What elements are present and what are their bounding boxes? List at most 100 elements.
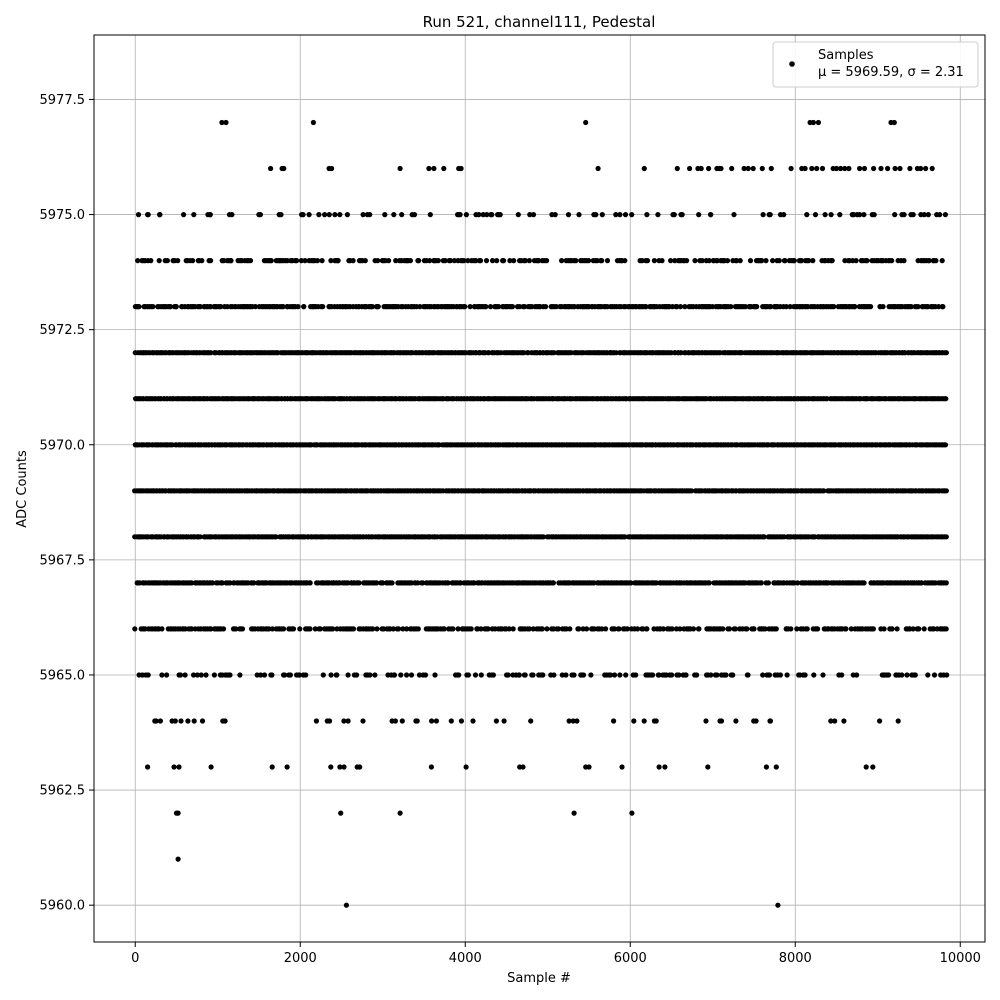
scatter-point [177,672,184,678]
scatter-point [515,212,521,218]
legend: Samples μ = 5969.59, σ = 2.31 [772,41,979,88]
scatter-point [662,764,668,770]
scatter-point [677,626,683,632]
scatter-point [329,165,335,172]
scatter-point [586,258,592,264]
scatter-point [528,718,534,724]
scatter-point [328,258,334,264]
scatter-point [720,626,726,632]
scatter-point [320,672,326,678]
scatter-point [135,258,141,264]
scatter-point [159,672,165,678]
scatter-point [372,672,378,678]
scatter-point [802,672,808,678]
scatter-point [457,212,463,218]
scatter-point [386,258,392,264]
scatter-point [461,258,467,264]
scatter-point [714,672,720,678]
scatter-point [861,212,867,218]
scatter-point [921,626,927,632]
scatter-point [223,119,229,126]
scatter-point [208,258,214,264]
scatter-point [899,672,905,678]
scatter-point [857,165,863,172]
scatter-point [136,304,142,310]
scatter-point [611,718,617,724]
scatter-point [356,580,362,586]
scatter-point [768,304,774,310]
scatter-point [613,212,619,218]
scatter-point [374,580,380,586]
scatter-point [871,212,877,218]
y-tick-label: 5960.0 [40,899,86,914]
scatter-point [892,212,898,218]
scatter-point [768,165,774,172]
scatter-point [611,626,618,632]
scatter-point [820,672,826,678]
scatter-point [783,304,789,310]
scatter-point [369,304,375,310]
scatter-point [760,212,766,218]
scatter-point [868,304,874,310]
scatter-point [684,258,690,264]
scatter-point [877,718,883,724]
x-tick-label: 2000 [284,951,317,966]
scatter-point [426,165,432,172]
scatter-point [916,626,922,632]
scatter-point [732,626,739,632]
scatter-point [656,764,662,770]
scatter-point [892,165,898,172]
scatter-point [145,212,151,218]
scatter-point [432,672,438,678]
scatter-point [297,626,303,632]
scatter-point [313,718,319,724]
scatter-point [724,258,731,264]
scatter-point [543,304,549,310]
scatter-point [751,626,757,632]
scatter-point [258,672,264,678]
scatter-point [303,672,309,678]
scatter-point [343,902,349,908]
scatter-point [937,212,943,218]
scatter-point [798,258,805,264]
scatter-point [559,672,565,678]
scatter-point [745,672,751,678]
scatter-point [918,165,924,172]
scatter-point [219,119,225,126]
scatter-point [370,626,376,632]
scatter-point [175,258,181,264]
scatter-point [522,304,528,310]
scatter-point [593,212,599,218]
scatter-point [563,672,569,678]
scatter-point [360,718,366,724]
scatter-point [422,672,429,678]
scatter-point [617,212,623,218]
scatter-point [766,672,773,678]
scatter-point [494,258,500,264]
scatter-point [470,718,476,724]
scatter-point [530,212,537,218]
scatter-point [506,626,512,632]
scatter-point [852,304,858,310]
scatter-point [458,718,464,724]
scatter-point [335,258,341,264]
scatter-point [744,626,750,632]
scatter-point [706,580,712,586]
scatter-point [848,626,854,632]
scatter-point [653,580,659,586]
scatter-point [197,304,203,310]
scatter-point [729,165,735,172]
scatter-point [770,258,776,264]
scatter-point [227,580,233,586]
scatter-point [682,304,688,310]
scatter-point [881,626,887,632]
scatter-point [671,212,677,218]
scatter-point [399,212,405,218]
scatter-point [759,165,765,172]
scatter-point [822,212,828,218]
scatter-point [483,304,489,310]
scatter-point [544,626,550,632]
scatter-point [367,672,373,678]
scatter-point [156,258,162,264]
scatter-point [641,165,647,172]
